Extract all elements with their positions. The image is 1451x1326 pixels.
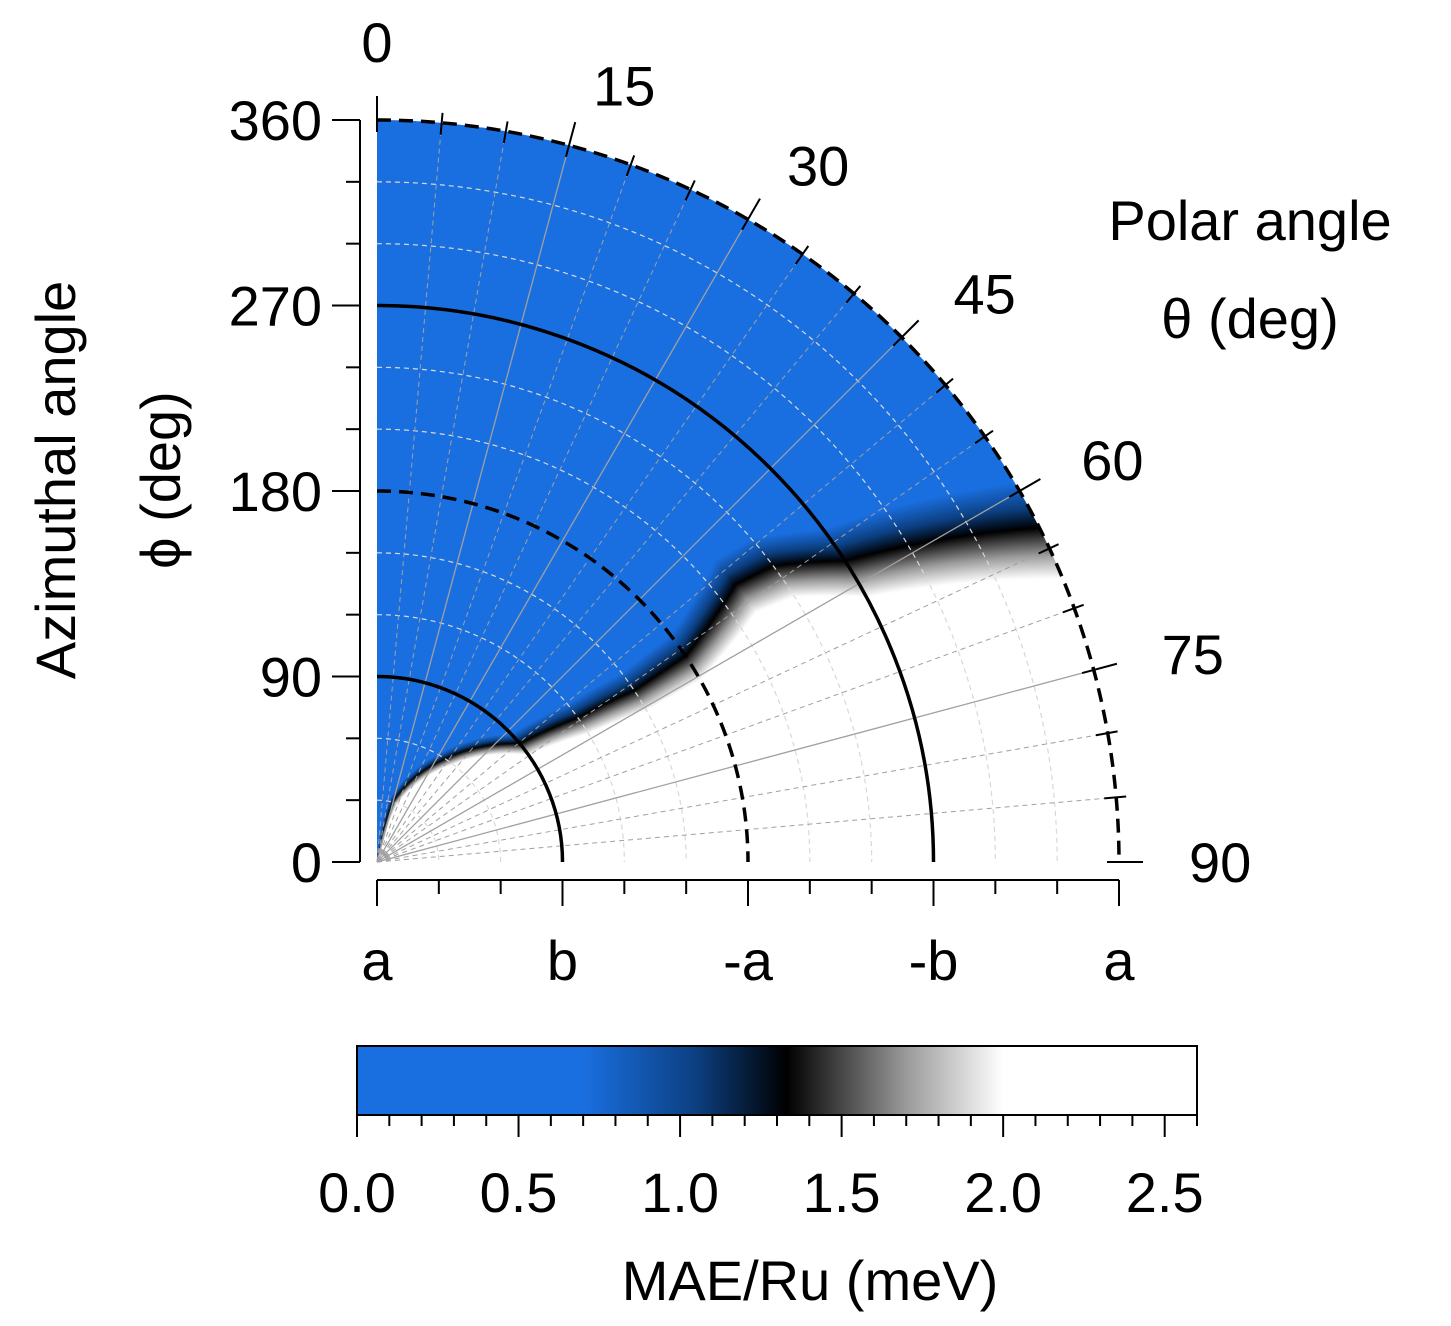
theta-major-tick <box>564 121 577 158</box>
y-axis-title-line2: ϕ (deg) <box>129 391 192 569</box>
direction-tick-label: b <box>547 929 578 992</box>
theta-tick-label: 45 <box>954 262 1016 325</box>
colorbar-tick-label: 2.5 <box>1126 1161 1204 1224</box>
grid-arc <box>376 614 625 863</box>
colorbar: 0.0 0.5 1.0 1.5 2.0 2.5 <box>318 1045 1204 1224</box>
phi-tick-label: 360 <box>229 89 322 152</box>
theta-major-tick <box>1008 478 1041 498</box>
theta-tick-label: 75 <box>1162 623 1224 686</box>
polar-angle-title: Polar angle θ (deg) <box>1108 189 1391 350</box>
theta-minor-tick <box>974 429 994 445</box>
theta-minor-tick <box>1038 543 1059 555</box>
y-axis-title: Azimuthal angle ϕ (deg) <box>24 281 192 679</box>
y-axis-title-line1: Azimuthal angle <box>24 281 87 679</box>
grid-spoke-minor <box>376 164 632 863</box>
theta-tick-label: 15 <box>593 54 655 117</box>
colorbar-tick-label: 0.5 <box>480 1161 558 1224</box>
theta-minor-tick <box>845 285 862 304</box>
theta-minor-tick <box>684 180 696 201</box>
theta-tick-label: 0 <box>361 11 392 74</box>
grid-spoke-minor <box>376 131 507 863</box>
colorbar-tick-label: 2.0 <box>964 1161 1042 1224</box>
colorbar-tick-label: 1.0 <box>641 1161 719 1224</box>
phi-tick-label: 0 <box>291 831 322 894</box>
theta-minor-tick <box>1095 730 1118 737</box>
polar-angle-title-line1: Polar angle <box>1108 189 1391 252</box>
theta-tick-label: 60 <box>1081 429 1143 492</box>
grid-spoke-minor <box>376 384 946 863</box>
colorbar-title: MAE/Ru (meV) <box>622 1249 999 1312</box>
polar-grid <box>376 118 1121 863</box>
direction-arc-b <box>376 674 565 863</box>
direction-tick-label: -b <box>909 929 959 992</box>
theta-tick-label: 90 <box>1189 831 1251 894</box>
phi-tick-label: 90 <box>260 646 322 709</box>
direction-tick-label: a <box>361 929 393 992</box>
direction-arc-minus-b <box>376 303 936 863</box>
colorbar-tick-label: 0.0 <box>318 1161 396 1224</box>
colorbar-gradient <box>356 1045 1198 1116</box>
direction-tick-label: -a <box>723 929 774 992</box>
direction-tick-label: a <box>1103 929 1135 992</box>
theta-minor-tick <box>935 377 954 394</box>
theta-minor-tick <box>1104 795 1127 800</box>
polar-angle-title-line2: θ (deg) <box>1161 287 1338 350</box>
colorbar-tick-label: 1.5 <box>803 1161 881 1224</box>
direction-arc-minus-a <box>376 489 750 863</box>
theta-major-tick <box>892 319 920 347</box>
theta-tick-label: 30 <box>787 135 849 198</box>
phi-tick-label: 180 <box>229 460 322 523</box>
grid-spoke-minor <box>376 293 855 863</box>
grid-arc <box>376 243 996 863</box>
phi-tick-label: 270 <box>229 275 322 338</box>
theta-minor-tick <box>794 245 810 265</box>
theta-major-tick <box>1081 662 1118 675</box>
theta-minor-tick <box>1062 603 1084 614</box>
theta-minor-tick <box>439 112 444 135</box>
grid-spoke-major <box>376 219 749 863</box>
grid-arc <box>376 428 811 863</box>
theta-minor-tick <box>625 155 636 177</box>
theta-major-tick <box>741 198 761 231</box>
theta-minor-tick <box>502 121 509 144</box>
grid-spoke-major <box>376 490 1020 863</box>
